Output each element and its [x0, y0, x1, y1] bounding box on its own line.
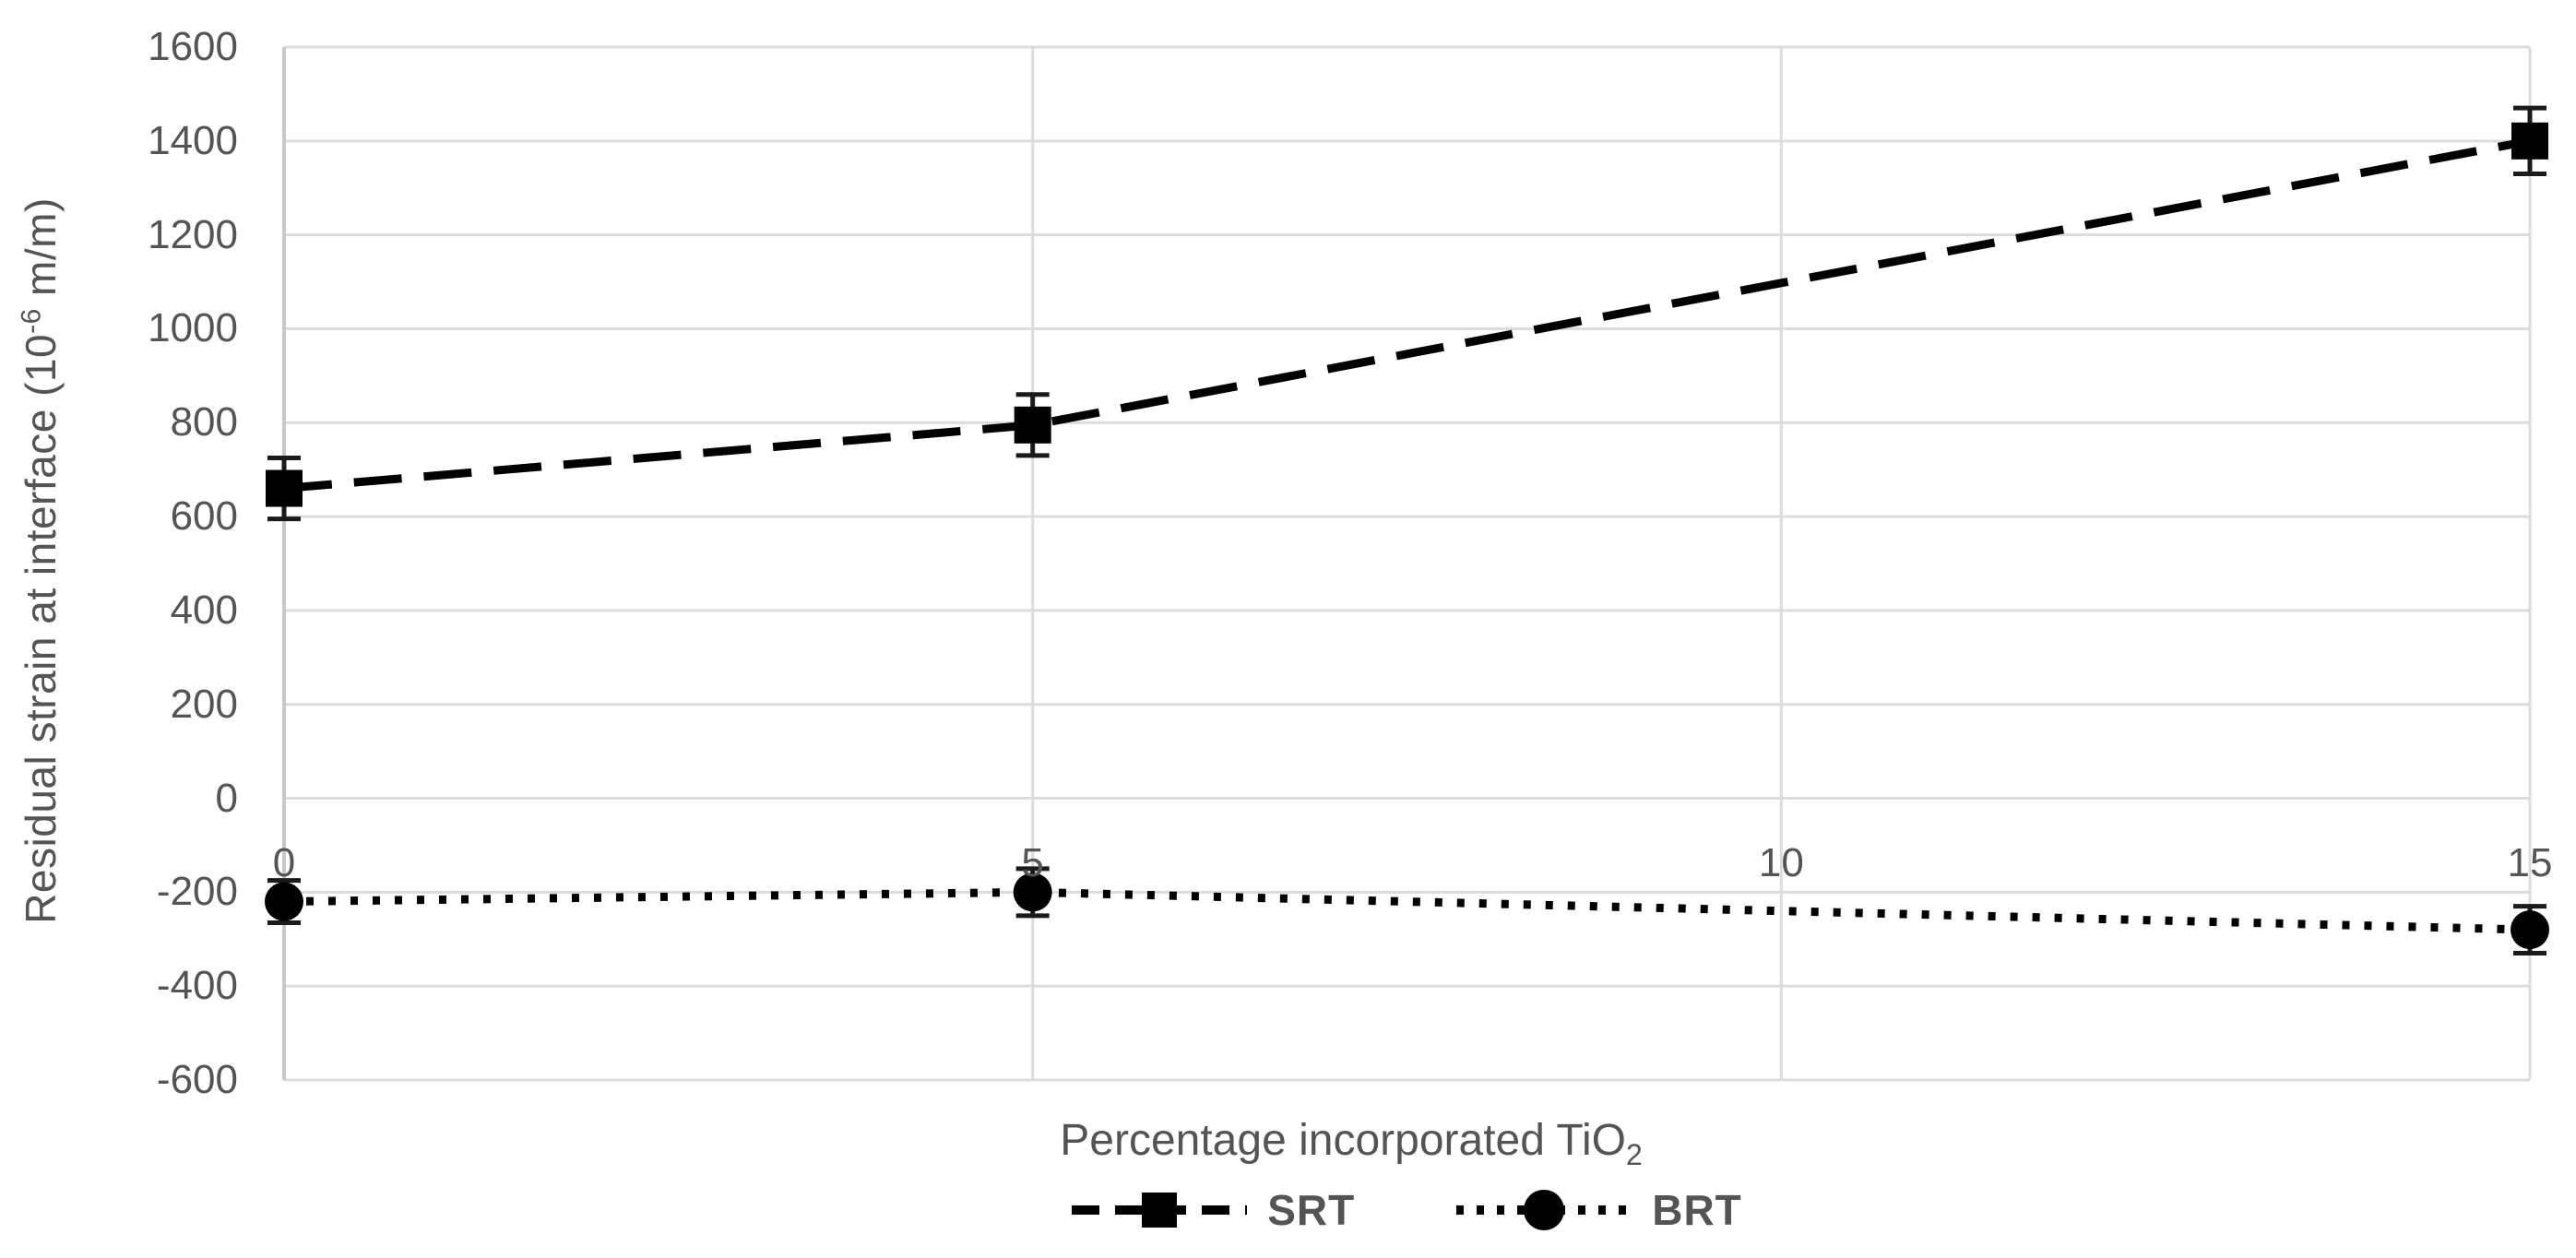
y-tick-label: 0 — [215, 775, 238, 821]
y-tick-label: 1000 — [148, 305, 238, 351]
y-tick-label: -600 — [156, 1057, 238, 1102]
y-tick-label: 600 — [170, 493, 238, 540]
y-tick-label: 1200 — [148, 211, 238, 257]
x-axis-title: Percentage incorporated TiO2 — [1060, 1115, 1642, 1172]
series-line-brt — [283, 887, 2531, 934]
x-tick-label: 15 — [2507, 840, 2553, 885]
x-axis-title-subscript: 2 — [1625, 1137, 1643, 1171]
legend-item-srt: SRT — [1072, 1185, 1355, 1235]
x-axis-title-text: Percentage incorporated TiO — [1060, 1116, 1626, 1166]
y-tick-label: 1400 — [148, 117, 238, 163]
y-tick-label: -200 — [156, 869, 238, 915]
data-point-srt — [1014, 406, 1051, 444]
data-point-srt — [2511, 122, 2548, 160]
y-tick-label: 200 — [170, 681, 238, 727]
y-tick-label: 400 — [170, 587, 238, 633]
x-tick-label: 5 — [1021, 840, 1044, 885]
y-tick-label: 1600 — [148, 24, 238, 69]
legend-item-brt: BRT — [1456, 1185, 1742, 1235]
y-tick-label: 800 — [170, 399, 238, 445]
legend-label: BRT — [1652, 1186, 1742, 1234]
data-point-brt — [1013, 872, 1052, 912]
legend-swatch-dotted-circle-icon — [1456, 1190, 1632, 1230]
legend-swatch-dashed-square-icon — [1072, 1193, 1248, 1228]
data-point-srt — [266, 469, 303, 507]
legend-label: SRT — [1267, 1186, 1356, 1234]
data-point-brt — [265, 882, 303, 921]
data-point-brt — [2511, 910, 2549, 950]
y-tick-label: -400 — [156, 963, 238, 1009]
series-line-srt — [283, 136, 2531, 493]
x-tick-label: 10 — [1758, 840, 1804, 885]
legend: SRT BRT — [284, 1182, 2530, 1238]
x-tick-label: 0 — [272, 840, 296, 885]
